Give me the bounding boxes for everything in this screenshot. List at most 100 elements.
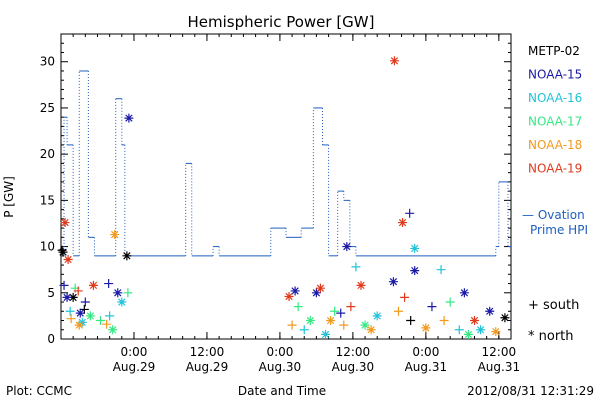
legend-entry: NOAA-19 — [528, 162, 582, 176]
south-marker — [394, 306, 403, 316]
legend-entry: NOAA-16 — [528, 91, 582, 105]
ovation-label-line1: — Ovation — [522, 208, 585, 222]
south-marker — [104, 279, 114, 289]
south-marker — [66, 314, 76, 324]
south-marker — [79, 304, 89, 314]
x-axis: 0:00Aug.2912:00Aug.290:00Aug.3012:00Aug.… — [60, 34, 521, 374]
south-marker — [436, 265, 446, 275]
plot-area — [60, 33, 512, 340]
north-marker — [366, 325, 376, 335]
series-metp-02 — [57, 245, 510, 326]
south-marker — [445, 297, 455, 307]
south-marker — [105, 311, 115, 321]
north-marker — [463, 329, 473, 339]
north-marker — [284, 291, 294, 301]
north-marker — [470, 316, 480, 326]
south-marker — [330, 306, 340, 316]
x-axis-label: Date and Time — [238, 384, 326, 398]
south-marker — [102, 319, 112, 329]
y-tick-label: 0 — [47, 332, 55, 346]
north-marker — [315, 283, 325, 293]
series-noaa-18 — [66, 230, 501, 337]
north-marker — [311, 288, 321, 298]
x-tick-label-date: Aug.30 — [259, 360, 302, 374]
south-marker — [346, 302, 356, 312]
south-marker — [351, 262, 361, 272]
north-marker — [85, 311, 95, 321]
north-marker — [500, 313, 510, 323]
south-marker — [65, 306, 75, 316]
y-axis: 0 5 10 15 20 25 30 — [40, 33, 511, 346]
north-marker — [108, 325, 118, 335]
plot-timestamp: 2012/08/31 12:31:29 — [467, 384, 594, 398]
y-tick-label: 30 — [40, 55, 55, 69]
south-marker — [293, 302, 303, 312]
north-marker — [421, 323, 431, 333]
marker-key-entry: + south — [528, 298, 579, 313]
south-marker — [400, 292, 410, 302]
north-marker — [491, 327, 501, 337]
north-marker — [124, 113, 134, 123]
north-marker — [63, 255, 73, 265]
south-marker — [80, 297, 90, 307]
x-tick-label-date: Aug.29 — [186, 360, 229, 374]
north-marker — [389, 56, 399, 66]
north-marker — [88, 280, 98, 290]
y-tick-label: 20 — [40, 147, 55, 161]
x-tick-label-time: 12:00 — [190, 345, 225, 359]
series-noaa-17 — [70, 283, 473, 339]
north-marker — [356, 280, 366, 290]
south-marker — [59, 280, 69, 290]
north-marker — [398, 218, 408, 228]
south-marker — [439, 316, 449, 326]
south-marker — [405, 208, 415, 218]
y-tick-label: 10 — [40, 240, 55, 254]
north-marker — [122, 251, 132, 261]
north-marker — [360, 320, 370, 330]
south-marker — [299, 325, 309, 335]
north-marker — [305, 316, 315, 326]
north-marker — [342, 242, 352, 252]
north-marker — [410, 243, 420, 253]
north-marker — [476, 325, 486, 335]
x-tick-label-time: 12:00 — [336, 345, 371, 359]
north-marker — [68, 292, 78, 302]
ovation-hpi-line — [61, 70, 511, 257]
south-marker — [123, 288, 133, 298]
x-tick-label-date: Aug.29 — [113, 360, 156, 374]
y-tick-label: 25 — [40, 101, 55, 115]
x-tick-label-time: 0:00 — [266, 345, 293, 359]
x-tick-label-date: Aug.31 — [478, 360, 521, 374]
ovation-label-line2: Prime HPI — [530, 223, 588, 237]
south-marker — [73, 286, 83, 296]
satellite-markers — [57, 56, 510, 339]
north-marker — [117, 297, 127, 307]
series-noaa-19 — [60, 56, 480, 326]
north-marker — [58, 247, 68, 257]
south-marker — [454, 325, 464, 335]
y-tick-label: 15 — [40, 193, 55, 207]
x-tick-label-date: Aug.31 — [405, 360, 448, 374]
legend: METP-02 NOAA-15 NOAA-16 NOAA-17 NOAA-18 NOAA-… — [528, 44, 582, 176]
south-marker — [96, 316, 106, 326]
south-marker — [287, 320, 297, 330]
marker-key-entry: * north — [528, 329, 574, 344]
north-marker — [410, 266, 420, 276]
south-marker — [336, 308, 346, 318]
marker-key: + south * north — [528, 298, 579, 344]
chart-title: Hemispheric Power [GW] — [188, 13, 375, 31]
x-tick-label-time: 0:00 — [412, 345, 439, 359]
south-marker — [339, 320, 349, 330]
x-tick-label-time: 0:00 — [120, 345, 147, 359]
north-marker — [326, 316, 336, 326]
x-tick-label-date: Aug.30 — [332, 360, 375, 374]
north-marker — [388, 277, 398, 287]
legend-entry: NOAA-17 — [528, 115, 582, 129]
legend-entry: METP-02 — [528, 44, 580, 58]
north-marker — [290, 286, 300, 296]
north-marker — [459, 288, 469, 298]
north-marker — [62, 292, 72, 302]
north-marker — [372, 311, 382, 321]
